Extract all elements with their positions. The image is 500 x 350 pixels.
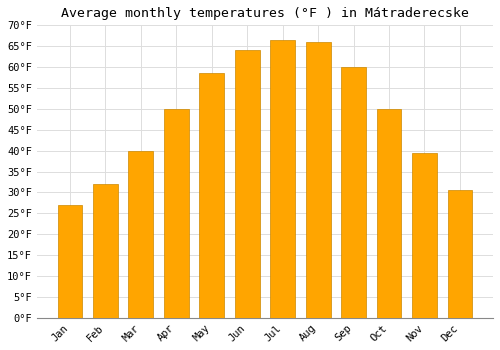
- Bar: [58, 205, 82, 318]
- Bar: [93, 184, 118, 318]
- Bar: [235, 50, 260, 318]
- Bar: [412, 153, 437, 318]
- Bar: [200, 74, 224, 318]
- Bar: [448, 190, 472, 318]
- Title: Average monthly temperatures (°F ) in Mátraderecske: Average monthly temperatures (°F ) in Má…: [61, 7, 469, 20]
- Bar: [306, 42, 330, 318]
- Bar: [164, 109, 188, 318]
- Bar: [376, 109, 402, 318]
- Bar: [128, 150, 154, 318]
- Bar: [341, 67, 366, 318]
- Bar: [270, 40, 295, 318]
